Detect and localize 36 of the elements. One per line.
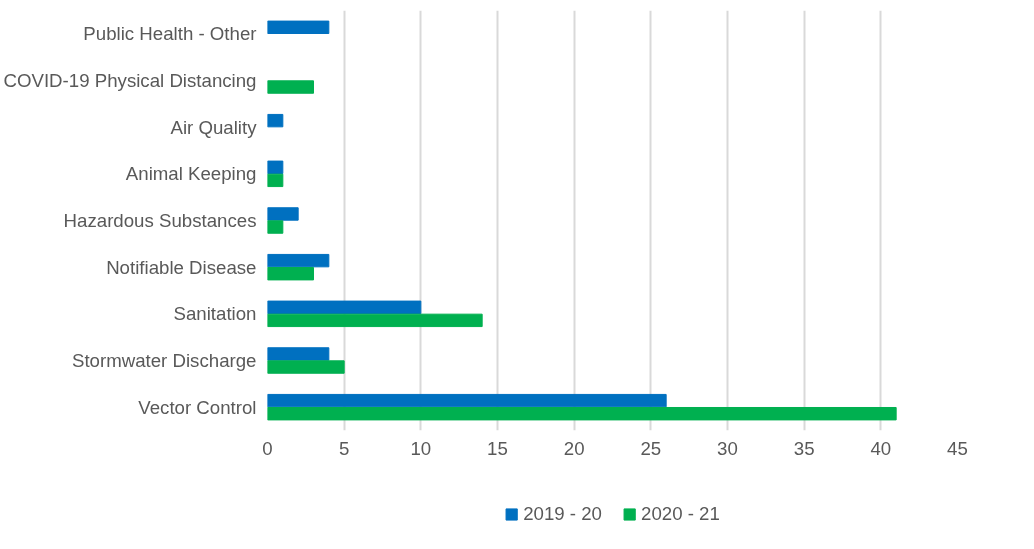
- y-tick-label: COVID-19 Physical Distancing: [3, 70, 257, 91]
- bar: [267, 313, 483, 328]
- x-tick-label: 0: [262, 437, 273, 459]
- y-tick-label: Animal Keeping: [125, 163, 257, 185]
- bar: [267, 347, 330, 361]
- x-tick-label: 5: [338, 437, 350, 459]
- bar: [267, 160, 284, 175]
- bar: [267, 300, 422, 315]
- bar: [267, 207, 299, 221]
- y-tick-label: Air Quality: [170, 116, 258, 138]
- bar: [267, 80, 314, 94]
- bar: [267, 266, 314, 281]
- bar: [267, 360, 345, 374]
- bar: [267, 406, 897, 421]
- y-tick-label: Notifiable Disease: [106, 256, 257, 278]
- x-tick-label: 15: [487, 437, 508, 459]
- y-tick-label: Sanitation: [173, 303, 257, 325]
- x-tick-label: 30: [717, 437, 738, 459]
- legend-label: 2020 - 21: [641, 502, 720, 525]
- x-tick-label: 40: [870, 437, 892, 459]
- legend-label: 2019 - 20: [523, 502, 602, 525]
- x-tick-label: 10: [410, 437, 432, 459]
- bar: [267, 253, 330, 268]
- bar: [267, 220, 284, 234]
- bar: [267, 393, 667, 408]
- y-tick-label: Hazardous Substances: [63, 210, 257, 231]
- y-tick-label: Stormwater Discharge: [71, 350, 257, 371]
- bar: [267, 173, 284, 188]
- x-tick-label: 25: [640, 437, 662, 459]
- x-tick-label: 35: [793, 437, 815, 459]
- y-tick-label: Public Health - Other: [83, 23, 257, 45]
- x-tick-label: 45: [947, 437, 968, 459]
- y-tick-label: Vector Control: [138, 396, 257, 418]
- x-tick-label: 20: [563, 437, 585, 459]
- bar: [267, 20, 330, 35]
- bar: [267, 113, 284, 128]
